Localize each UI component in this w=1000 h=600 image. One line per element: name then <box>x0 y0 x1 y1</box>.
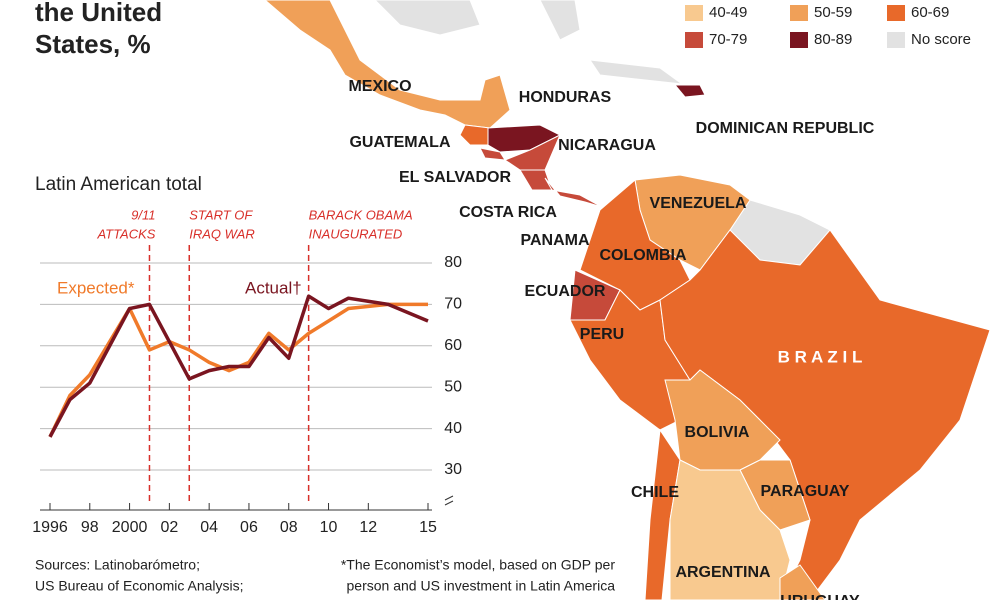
country-label: EL SALVADOR <box>399 169 511 186</box>
y-tick-label: 30 <box>444 461 462 478</box>
country-label: COLOMBIA <box>599 247 687 264</box>
usa-east <box>539 0 581 41</box>
sources: US Bureau of Economic Analysis; <box>35 578 244 594</box>
y-tick-label: 80 <box>444 254 462 271</box>
legend-label: 40-49 <box>709 4 747 21</box>
cuba <box>588 59 684 85</box>
legend-label: No score <box>911 31 971 48</box>
x-tick-label: 08 <box>280 519 298 536</box>
x-tick-label: 1996 <box>32 519 68 536</box>
country-label: ECUADOR <box>525 283 606 300</box>
map <box>264 0 991 600</box>
x-tick-label: 04 <box>200 519 218 536</box>
country-label: PERU <box>580 326 624 343</box>
country-label: BOLIVIA <box>685 424 750 441</box>
country <box>673 84 706 98</box>
x-tick-label: 15 <box>419 519 437 536</box>
annotation: IRAQ WAR <box>189 226 255 241</box>
legend-swatch <box>887 32 905 48</box>
legend-label: 50-59 <box>814 4 852 21</box>
country-label: MEXICO <box>348 78 411 95</box>
country-label: ARGENTINA <box>675 564 771 581</box>
country-label: DOMINICAN REPUBLIC <box>696 120 875 137</box>
axis-break <box>444 495 454 506</box>
x-tick-label: 12 <box>359 519 377 536</box>
country-label: GUATEMALA <box>349 134 450 151</box>
country-label: PARAGUAY <box>761 483 850 500</box>
country-label: NICARAGUA <box>558 137 656 154</box>
legend-swatch <box>790 32 808 48</box>
footnote: *The Economist’s model, based on GDP per <box>341 557 616 573</box>
legend-swatch <box>790 5 808 21</box>
series-label: Actual† <box>245 278 302 297</box>
legend-label: 80-89 <box>814 31 852 48</box>
series-line <box>48 294 429 438</box>
legend-swatch <box>887 5 905 21</box>
usa <box>374 0 481 36</box>
country-label: CHILE <box>631 484 679 501</box>
country <box>779 564 826 600</box>
annotation: BARACK OBAMA <box>309 207 413 222</box>
legend-swatch <box>685 32 703 48</box>
y-tick-label: 60 <box>444 337 462 354</box>
legend-label: 70-79 <box>709 31 747 48</box>
country <box>544 177 603 208</box>
country <box>669 459 791 600</box>
country <box>459 124 491 146</box>
annotation: START OF <box>189 207 253 222</box>
x-tick-label: 06 <box>240 519 258 536</box>
x-tick-label: 10 <box>320 519 338 536</box>
series-line <box>48 302 428 438</box>
country-label: PANAMA <box>520 232 589 249</box>
country-label: URUGUAY <box>780 593 860 600</box>
country-label: COSTA RICA <box>459 204 557 221</box>
title: the United <box>35 0 162 27</box>
annotation: ATTACKS <box>96 226 155 241</box>
subtitle: Latin American total <box>35 174 202 195</box>
x-tick-label: 02 <box>160 519 178 536</box>
legend-label: 60-69 <box>911 4 949 21</box>
x-tick-label: 2000 <box>112 519 148 536</box>
country <box>664 369 781 471</box>
title: States, % <box>35 29 151 59</box>
annotation: INAUGURATED <box>309 226 403 241</box>
x-tick-label: 98 <box>81 519 99 536</box>
series-label: Expected* <box>57 278 135 297</box>
country-label: B R A Z I L <box>778 347 863 366</box>
sources: Sources: Latinobarómetro; <box>35 557 200 573</box>
country-label: HONDURAS <box>519 89 612 106</box>
country <box>264 0 511 129</box>
y-tick-label: 70 <box>444 296 462 313</box>
y-tick-label: 40 <box>444 420 462 437</box>
country-label: VENEZUELA <box>650 195 747 212</box>
y-tick-label: 50 <box>444 378 462 395</box>
footnote: person and US investment in Latin Americ… <box>347 578 616 594</box>
annotation: 9/11 <box>131 207 155 222</box>
legend-swatch <box>685 5 703 21</box>
